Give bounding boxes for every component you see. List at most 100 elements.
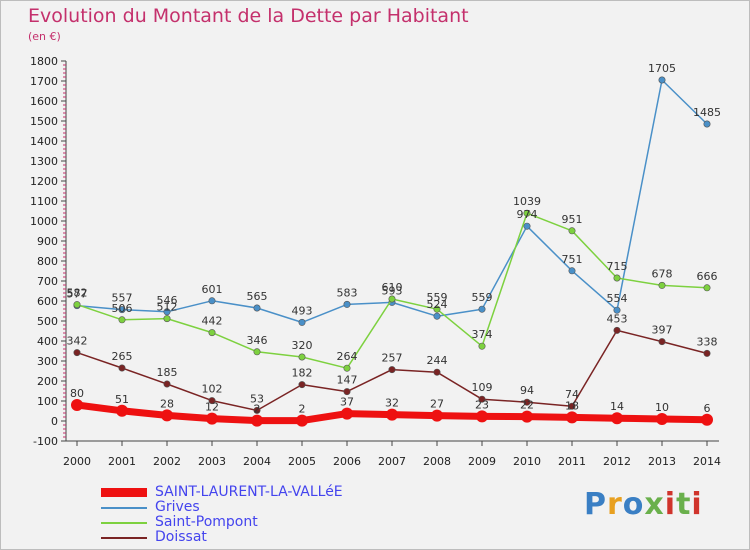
- data-label: 14: [610, 400, 624, 413]
- data-point: [523, 209, 531, 217]
- data-point: [298, 381, 306, 389]
- data-label: 512: [157, 301, 178, 314]
- x-tick-label: 2014: [693, 455, 721, 468]
- data-point: [566, 411, 578, 424]
- data-point: [253, 304, 261, 312]
- data-point: [163, 308, 171, 316]
- data-point: [206, 412, 218, 425]
- data-label: 6: [704, 402, 711, 415]
- data-label: 1039: [513, 195, 541, 208]
- data-point: [703, 349, 711, 357]
- x-tick-label: 2009: [468, 455, 496, 468]
- chart-title: Evolution du Montant de la Dette par Hab…: [28, 5, 469, 27]
- data-label: 546: [157, 294, 178, 307]
- data-point: [343, 300, 351, 308]
- y-tick-label: 1300: [30, 155, 58, 168]
- data-label: 453: [607, 312, 628, 325]
- data-label: 554: [607, 292, 628, 305]
- x-tick-label: 2007: [378, 455, 406, 468]
- x-tick-label: 2003: [198, 455, 226, 468]
- data-label: 493: [292, 304, 313, 317]
- data-label: 565: [247, 290, 268, 303]
- data-label: 678: [652, 267, 673, 280]
- legend-label: SAINT-LAURENT-LA-VALLéE: [155, 484, 343, 500]
- data-point: [613, 306, 621, 314]
- data-point: [523, 398, 531, 406]
- data-point: [613, 274, 621, 282]
- data-label: 80: [70, 387, 84, 400]
- data-label: 715: [607, 260, 628, 273]
- legend-swatch: [101, 522, 147, 524]
- y-tick-label: 0: [51, 415, 58, 428]
- legend-label: Saint-Pompont: [155, 514, 258, 530]
- data-point: [253, 406, 261, 414]
- data-label: 601: [202, 283, 223, 296]
- logo-letter: t: [676, 487, 692, 522]
- legend-swatch: [101, 488, 147, 497]
- data-point: [208, 297, 216, 305]
- logo-letter: i: [691, 487, 703, 522]
- data-label: 610: [382, 281, 403, 294]
- y-tick-label: 1800: [30, 55, 58, 68]
- data-point: [208, 329, 216, 337]
- data-label: 37: [340, 396, 354, 409]
- data-point: [478, 305, 486, 313]
- series-lines: [71, 76, 713, 427]
- data-point: [116, 404, 128, 417]
- data-label: 524: [427, 298, 448, 311]
- legend-label: Doissat: [155, 529, 207, 545]
- legend-label: Grives: [155, 499, 200, 515]
- data-point: [568, 402, 576, 410]
- logo-letter: P: [584, 487, 607, 522]
- y-tick-label: 900: [37, 235, 58, 248]
- y-tick-label: 1600: [30, 95, 58, 108]
- data-point: [568, 227, 576, 235]
- x-tick-label: 2002: [153, 455, 181, 468]
- data-point: [478, 342, 486, 350]
- proxiti-logo: Proxiti: [584, 487, 703, 522]
- data-label: 265: [112, 350, 133, 363]
- data-label: 506: [112, 302, 133, 315]
- y-tick-label: 800: [37, 255, 58, 268]
- data-label: 23: [475, 398, 489, 411]
- x-tick-label: 2013: [648, 455, 676, 468]
- data-label: 559: [427, 291, 448, 304]
- data-label: 342: [67, 335, 88, 348]
- x-tick-label: 2004: [243, 455, 271, 468]
- data-label: 27: [430, 398, 444, 411]
- data-point: [298, 318, 306, 326]
- data-label: 666: [697, 270, 718, 283]
- data-label: 28: [160, 397, 174, 410]
- data-point: [433, 312, 441, 320]
- data-label: 2: [254, 403, 261, 416]
- data-point: [296, 414, 308, 427]
- x-tick-label: 2012: [603, 455, 631, 468]
- data-label: 257: [382, 352, 403, 365]
- y-tick-label: 500: [37, 315, 58, 328]
- y-tick-label: 700: [37, 275, 58, 288]
- x-tick-label: 2008: [423, 455, 451, 468]
- data-label: 1485: [693, 106, 721, 119]
- data-label: 18: [565, 399, 579, 412]
- x-tick-label: 2000: [63, 455, 91, 468]
- y-tick-label: -100: [33, 435, 58, 448]
- data-point: [521, 410, 533, 423]
- data-point: [341, 407, 353, 420]
- data-label: 53: [250, 392, 264, 405]
- data-point: [703, 284, 711, 292]
- data-point: [118, 316, 126, 324]
- data-point: [703, 120, 711, 128]
- data-point: [71, 399, 83, 411]
- data-label: 182: [292, 367, 313, 380]
- data-point: [388, 366, 396, 374]
- data-point: [343, 364, 351, 372]
- data-point: [613, 326, 621, 334]
- data-point: [253, 348, 261, 356]
- data-point: [118, 306, 126, 314]
- data-label: 593: [382, 284, 403, 297]
- data-label: 244: [427, 354, 448, 367]
- y-tick-label: 200: [37, 375, 58, 388]
- axes: -100 0 100 200 300 400 500 600 700 800 900 1000 1100…: [30, 55, 721, 468]
